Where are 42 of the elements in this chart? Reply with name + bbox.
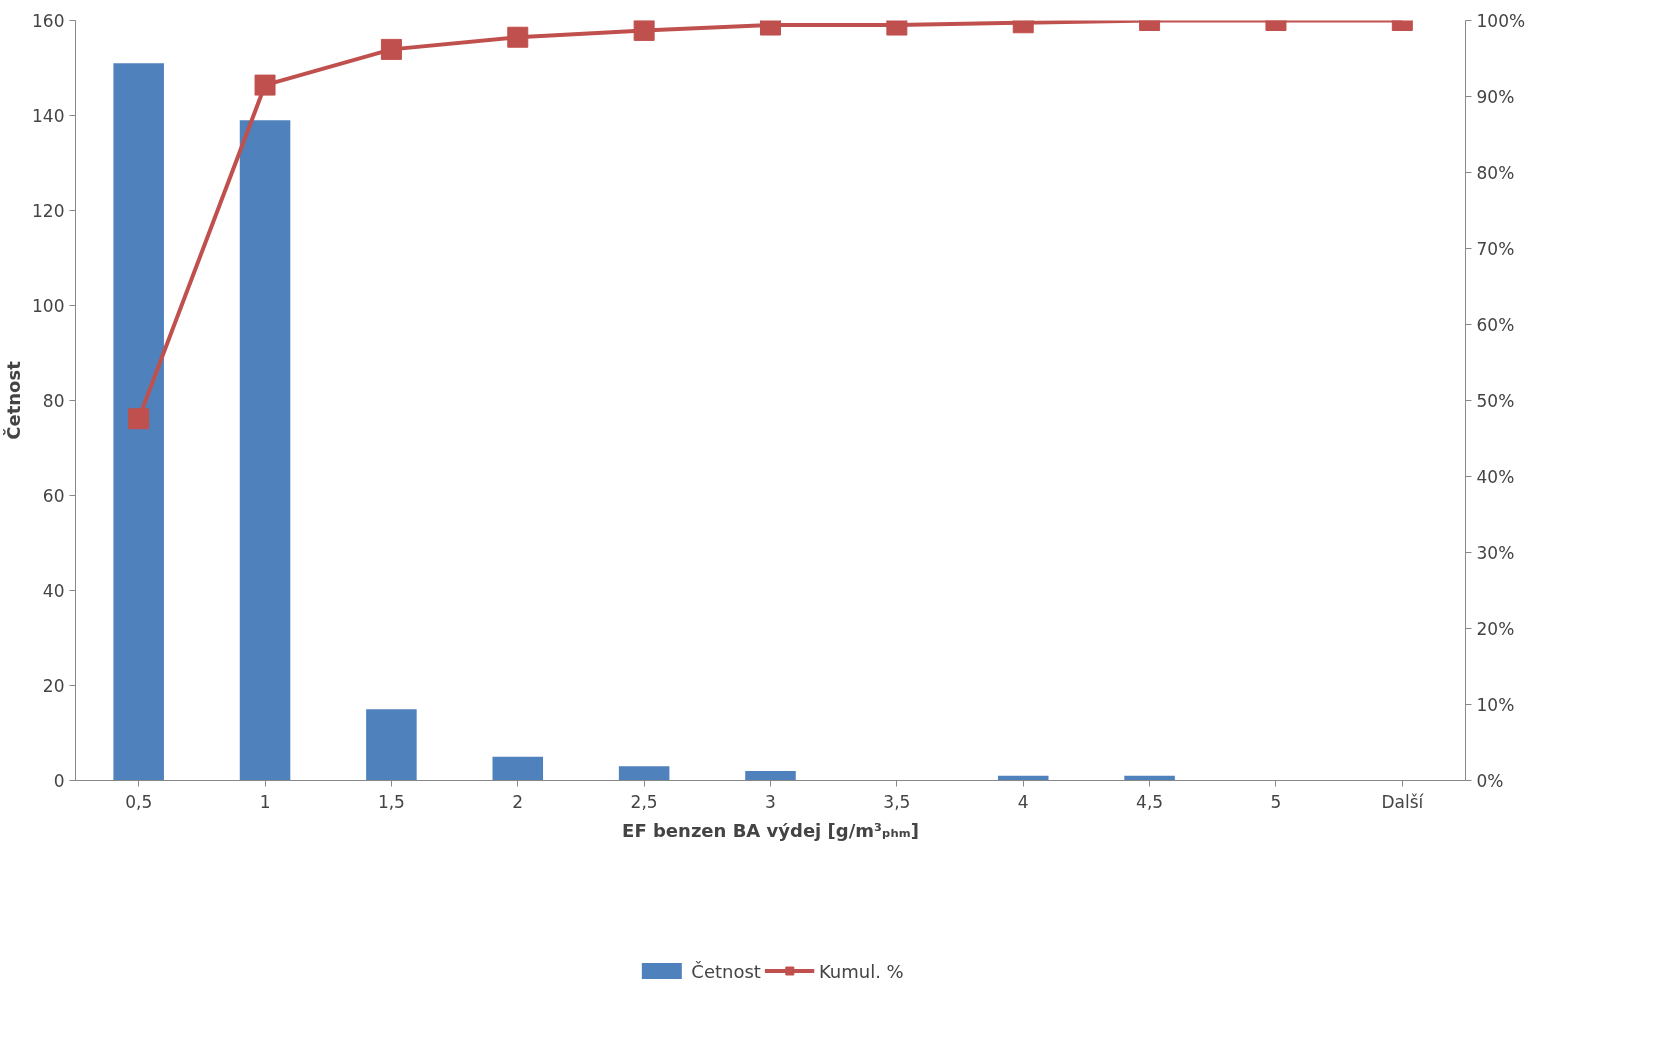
legend-label: Četnost (691, 960, 761, 981)
bar (113, 63, 164, 781)
y2-tick-label: 20% (1476, 618, 1515, 639)
x-tick-label: 1 (259, 791, 271, 812)
y2-tick-label: 50% (1476, 390, 1515, 411)
x-tick-label: Další (1381, 791, 1425, 812)
y-tick-label: 60 (42, 486, 65, 506)
y-tick-label: 40 (42, 581, 65, 601)
bar (745, 771, 796, 781)
bar (239, 120, 291, 781)
y2-tick-label: 70% (1476, 238, 1515, 259)
x-tick-label: 0,5 (125, 791, 153, 812)
x-tick-label: 5 (1270, 791, 1282, 812)
x-tick-label: 2,5 (630, 791, 658, 812)
legend-label: Kumul. % (818, 960, 904, 981)
x-tick-label: 3 (765, 791, 776, 812)
y-tick-label: 0 (53, 771, 65, 791)
y-axis-title: Četnost (3, 360, 25, 440)
x-tick-label: 4 (1017, 791, 1029, 812)
y-tick-label: 80 (42, 391, 65, 411)
y2-tick-label: 80% (1476, 162, 1515, 183)
bar (366, 709, 417, 781)
bar (492, 756, 544, 781)
y2-tick-label: 30% (1476, 542, 1515, 563)
x-tick-label: 1,5 (377, 791, 405, 812)
x-tick-label: 2 (512, 791, 524, 812)
x-axis-title: EF benzen BA výdej [g/m³ₚₕₘ] (622, 819, 919, 841)
y-tick-label: 160 (32, 11, 65, 31)
y-tick-label: 100 (32, 296, 65, 316)
y2-tick-label: 60% (1476, 314, 1515, 335)
point (128, 408, 150, 430)
bar (618, 766, 670, 781)
y-tick-label: 20 (42, 676, 65, 696)
x-tick-label: 3,5 (883, 791, 911, 812)
y2-tick-label: 10% (1476, 694, 1515, 715)
y2-tick-label: 90% (1476, 86, 1515, 107)
y2-tick-label: 40% (1476, 466, 1515, 487)
x-tick-label: 4,5 (1136, 791, 1164, 812)
y-tick-label: 120 (32, 201, 65, 221)
y2-tick-label: 100% (1476, 10, 1526, 31)
y-tick-label: 140 (32, 106, 65, 126)
y2-tick-label: 0% (1476, 770, 1504, 791)
